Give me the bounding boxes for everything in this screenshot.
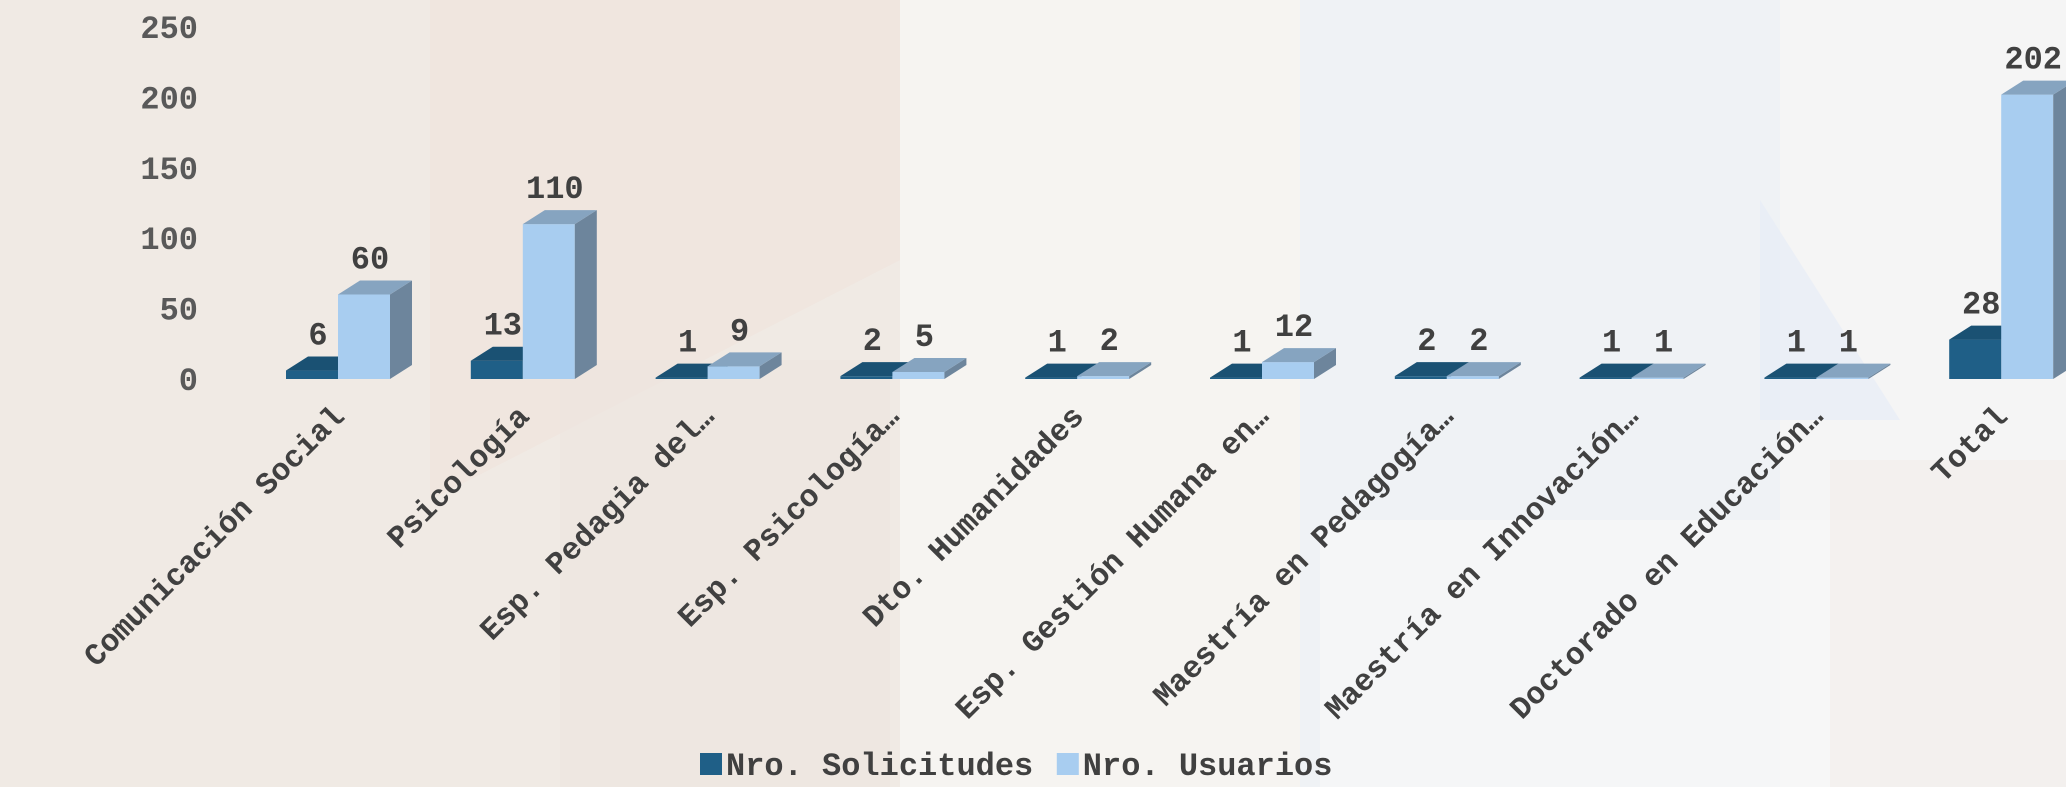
bar-top	[892, 357, 967, 372]
legend-label: Nro. Usuarios	[1083, 748, 1333, 785]
data-label: 1	[1232, 325, 1251, 362]
bar	[2001, 80, 2066, 380]
bar-top	[1631, 363, 1706, 378]
x-tick-label: Psicología	[382, 400, 538, 556]
data-label: 1	[1787, 325, 1806, 362]
bar-series-group	[286, 80, 2066, 380]
y-tick-label: 50	[160, 293, 198, 330]
bar-front	[1949, 339, 2002, 379]
data-label: 2	[1100, 323, 1119, 360]
bar-front	[1446, 376, 1499, 379]
legend-swatch	[700, 753, 722, 775]
bar-top	[1077, 362, 1152, 377]
bar-top	[1446, 362, 1521, 377]
bar	[1262, 348, 1336, 379]
legend-label: Nro. Solicitudes	[726, 748, 1033, 785]
bar-side	[759, 352, 782, 379]
bar	[1077, 362, 1152, 379]
data-label: 60	[351, 242, 389, 279]
bar-top	[522, 210, 597, 225]
bar	[1631, 363, 1706, 379]
bar-side	[574, 210, 597, 379]
x-tick-label: Comunicación Social	[78, 400, 353, 675]
bar-front	[707, 366, 760, 379]
bar-front	[1764, 377, 1817, 379]
data-label: 13	[484, 308, 522, 345]
legend: Nro. Solicitudes Nro. Usuarios	[700, 748, 1332, 785]
bar-front	[2001, 94, 2054, 380]
bar-front	[1631, 377, 1684, 379]
data-label: 1	[1839, 325, 1858, 362]
bar-front	[338, 294, 390, 379]
data-label: 2	[1417, 323, 1436, 360]
bar-side	[1129, 362, 1152, 379]
data-label: 6	[308, 318, 327, 355]
bar	[1446, 362, 1521, 379]
bar	[707, 352, 782, 379]
bar-top	[1262, 348, 1336, 363]
x-tick-label: Maestría en Pedagogía…	[1148, 400, 1462, 714]
bar	[338, 280, 412, 379]
bar-side	[1868, 363, 1891, 379]
y-tick-label: 100	[140, 222, 198, 259]
bar-front	[655, 377, 708, 379]
bar	[892, 357, 967, 379]
bar-front	[1816, 377, 1869, 379]
x-tick-label: Total	[1926, 400, 2017, 491]
x-tick-label: Doctorado en Educación…	[1504, 400, 1831, 727]
bar-side	[1683, 363, 1706, 379]
y-axis: 0 50 100 150 200 250	[140, 11, 198, 400]
bar-front	[1210, 377, 1262, 379]
bar-top	[1579, 363, 1654, 378]
data-label: 110	[526, 171, 584, 208]
data-label: 2	[1469, 323, 1488, 360]
x-tick-label: Esp. Gestión Humana en…	[950, 400, 1277, 727]
bar-top	[707, 352, 782, 367]
data-label: 12	[1275, 309, 1313, 346]
bar	[522, 210, 597, 379]
data-label: 9	[730, 313, 749, 350]
bar-side	[390, 280, 412, 379]
data-label: 2	[863, 323, 882, 360]
y-tick-label: 150	[140, 152, 198, 189]
data-label: 28	[1962, 287, 2000, 324]
bar-front	[286, 370, 338, 379]
bar-top	[1764, 363, 1839, 378]
bar-front	[840, 376, 893, 379]
bar-top	[1816, 363, 1891, 378]
data-label: 202	[2004, 42, 2062, 79]
y-tick-label: 200	[140, 81, 198, 118]
data-label: 1	[1048, 325, 1067, 362]
bar-front	[1262, 362, 1314, 379]
x-tick-label: Maestría en Innovación…	[1319, 400, 1646, 727]
bar-top	[338, 280, 412, 295]
bar-side	[1314, 348, 1336, 379]
data-label: 5	[915, 319, 934, 356]
bar	[1816, 363, 1891, 379]
bar-front	[1579, 377, 1632, 379]
bar-top	[1394, 362, 1469, 377]
bar-front	[1025, 377, 1078, 379]
bar-front	[470, 360, 523, 379]
data-label: 1	[678, 325, 697, 362]
bar-side	[944, 357, 967, 379]
bar-front	[1394, 376, 1447, 379]
y-tick-label: 0	[179, 363, 198, 400]
bar-front	[1077, 376, 1130, 379]
data-label: 1	[1654, 325, 1673, 362]
bar-side	[2053, 86, 2066, 379]
bar-front	[892, 371, 945, 379]
bar-front	[522, 224, 575, 379]
bar-top	[2001, 80, 2066, 95]
legend-swatch	[1056, 753, 1079, 775]
y-tick-label: 250	[140, 11, 198, 48]
bar-side	[1498, 362, 1521, 379]
data-label: 1	[1602, 325, 1621, 362]
